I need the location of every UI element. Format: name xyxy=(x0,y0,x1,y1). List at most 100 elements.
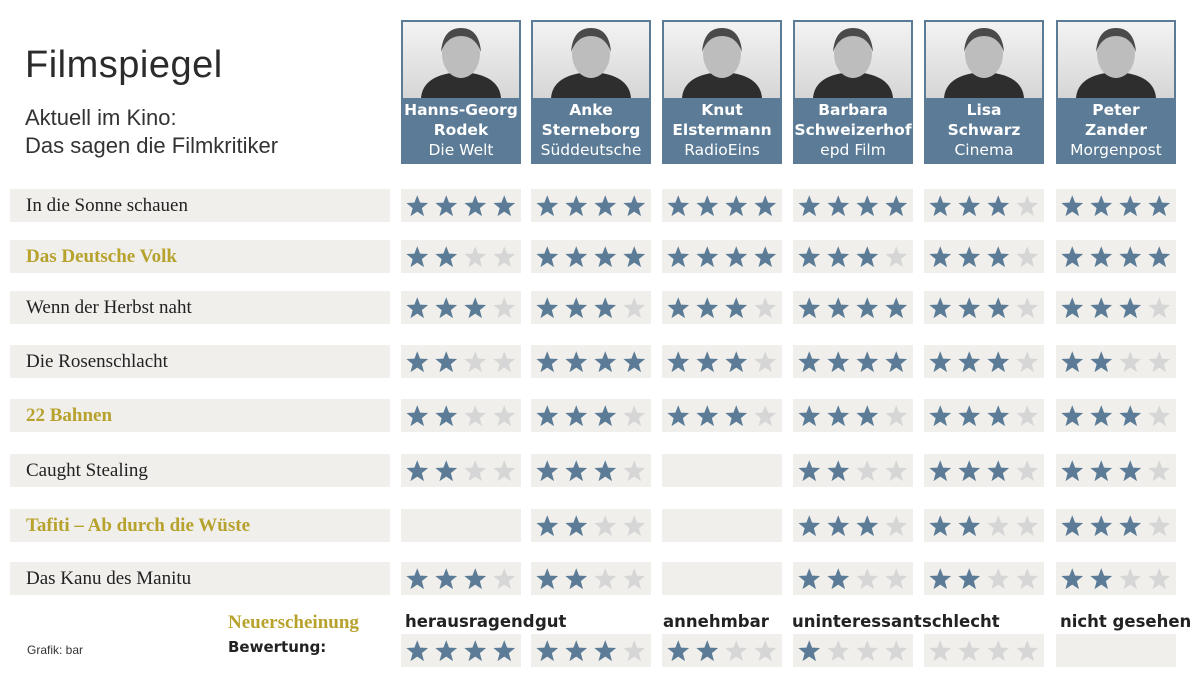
critic-name-box: Hanns-Georg Rodek Die Welt xyxy=(401,98,521,164)
rating-cell xyxy=(401,291,521,324)
rating-cell xyxy=(924,240,1044,273)
rating-cell xyxy=(793,189,913,222)
star-empty-icon xyxy=(1148,459,1171,481)
star-empty-icon xyxy=(623,639,646,661)
star-empty-icon xyxy=(754,350,777,372)
rating-cell xyxy=(924,509,1044,542)
rating-cell xyxy=(1056,509,1176,542)
star-empty-icon xyxy=(464,350,487,372)
legend-level-label: gut xyxy=(535,612,567,631)
critic-publication: Süddeutsche xyxy=(540,141,642,159)
subtitle-line-1: Aktuell im Kino: xyxy=(25,105,177,130)
rating-cell xyxy=(401,562,521,595)
star-empty-icon xyxy=(464,404,487,426)
star-filled-icon xyxy=(827,404,850,426)
star-filled-icon xyxy=(827,245,850,267)
film-title: Caught Stealing xyxy=(10,454,390,487)
legend-level-label: nicht gesehen xyxy=(1060,612,1192,631)
star-empty-icon xyxy=(594,567,617,589)
legend-new-release-label: Neuerscheinung xyxy=(228,612,359,633)
star-filled-icon xyxy=(1090,194,1113,216)
star-filled-icon xyxy=(987,296,1010,318)
star-filled-icon xyxy=(798,296,821,318)
star-filled-icon xyxy=(987,459,1010,481)
star-filled-icon xyxy=(1090,350,1113,372)
star-filled-icon xyxy=(565,404,588,426)
film-title: In die Sonne schauen xyxy=(10,189,390,222)
star-filled-icon xyxy=(798,567,821,589)
star-filled-icon xyxy=(1061,514,1084,536)
critic-last-name: Zander xyxy=(1085,121,1147,139)
star-filled-icon xyxy=(798,350,821,372)
star-filled-icon xyxy=(435,459,458,481)
rating-cell xyxy=(531,345,651,378)
star-filled-icon xyxy=(856,245,879,267)
star-filled-icon xyxy=(798,639,821,661)
star-filled-icon xyxy=(987,245,1010,267)
rating-cell xyxy=(924,454,1044,487)
rating-cell xyxy=(924,189,1044,222)
star-filled-icon xyxy=(725,194,748,216)
star-empty-icon xyxy=(958,639,981,661)
legend-rating-cell xyxy=(793,634,913,667)
star-empty-icon xyxy=(885,639,908,661)
star-filled-icon xyxy=(929,194,952,216)
star-filled-icon xyxy=(827,296,850,318)
star-filled-icon xyxy=(1119,404,1142,426)
star-empty-icon xyxy=(754,639,777,661)
star-filled-icon xyxy=(725,404,748,426)
critic-first-name: Anke xyxy=(569,101,613,119)
critic-publication: Cinema xyxy=(954,141,1014,159)
critic-last-name: Schweizerhof xyxy=(794,121,912,139)
star-empty-icon xyxy=(987,567,1010,589)
star-empty-icon xyxy=(856,639,879,661)
star-filled-icon xyxy=(856,350,879,372)
star-filled-icon xyxy=(667,245,690,267)
rating-cell xyxy=(401,189,521,222)
star-filled-icon xyxy=(536,567,559,589)
star-filled-icon xyxy=(667,194,690,216)
rating-cell xyxy=(662,562,782,595)
rating-cell xyxy=(924,562,1044,595)
film-title: Tafiti – Ab durch die Wüste xyxy=(10,509,390,542)
film-row: In die Sonne schauen xyxy=(10,189,1180,222)
star-filled-icon xyxy=(856,404,879,426)
star-empty-icon xyxy=(1016,514,1039,536)
legend-rating-cell xyxy=(401,634,521,667)
rating-cell xyxy=(1056,562,1176,595)
star-filled-icon xyxy=(958,194,981,216)
star-filled-icon xyxy=(594,459,617,481)
rating-cell xyxy=(1056,240,1176,273)
star-filled-icon xyxy=(435,350,458,372)
star-filled-icon xyxy=(1090,245,1113,267)
person-portrait-icon xyxy=(551,28,631,98)
rating-cell xyxy=(531,189,651,222)
star-filled-icon xyxy=(536,514,559,536)
star-filled-icon xyxy=(406,639,429,661)
star-filled-icon xyxy=(406,245,429,267)
critic-publication: Die Welt xyxy=(428,141,494,159)
star-filled-icon xyxy=(406,194,429,216)
star-filled-icon xyxy=(1061,194,1084,216)
star-filled-icon xyxy=(594,404,617,426)
star-filled-icon xyxy=(827,459,850,481)
critic-photo xyxy=(1056,20,1176,98)
star-filled-icon xyxy=(929,245,952,267)
star-filled-icon xyxy=(406,350,429,372)
critic-first-name: Hanns-Georg xyxy=(404,101,518,119)
star-empty-icon xyxy=(1016,459,1039,481)
film-row: Wenn der Herbst naht xyxy=(10,291,1180,324)
star-filled-icon xyxy=(885,350,908,372)
rating-cell xyxy=(793,240,913,273)
rating-cell xyxy=(793,345,913,378)
rating-cell xyxy=(401,509,521,542)
star-empty-icon xyxy=(594,514,617,536)
star-filled-icon xyxy=(623,245,646,267)
person-portrait-icon xyxy=(421,28,501,98)
star-filled-icon xyxy=(827,514,850,536)
film-row: Tafiti – Ab durch die Wüste xyxy=(10,509,1180,542)
critic-column-header: Anke Sterneborg Süddeutsche xyxy=(531,20,651,164)
critic-photo xyxy=(662,20,782,98)
star-filled-icon xyxy=(667,350,690,372)
star-empty-icon xyxy=(1016,567,1039,589)
